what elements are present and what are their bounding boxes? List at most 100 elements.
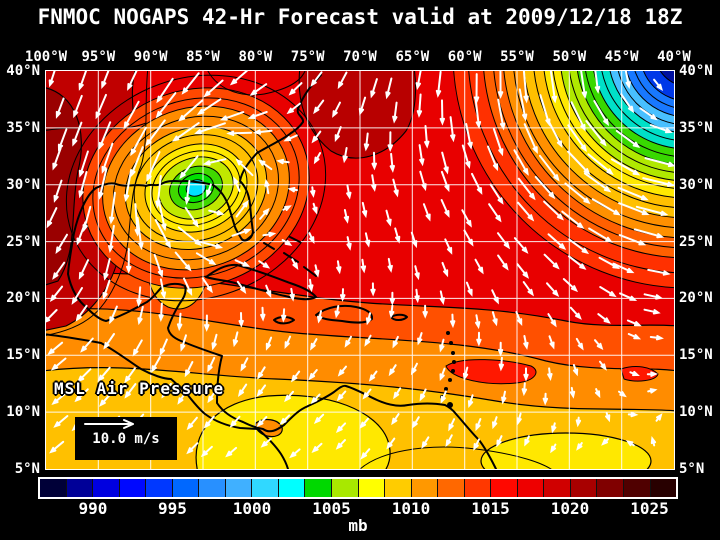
wind-arrow <box>513 149 529 176</box>
wind-arrow <box>53 179 63 203</box>
wind-arrow <box>289 448 301 459</box>
wind-arrow <box>282 205 292 211</box>
lat-tick-label: 10°N <box>6 404 40 421</box>
wind-arrow <box>625 440 635 447</box>
lon-axis-top: 100°W 95°W 90°W 85°W 80°W 75°W 70°W 65°W 60°W 55°… <box>0 49 720 67</box>
lesser-antilles-islands <box>440 331 456 408</box>
colorbar-cell <box>517 479 544 497</box>
wind-arrow <box>262 231 277 238</box>
wind-arrow <box>591 198 621 216</box>
wind-arrow <box>580 71 588 100</box>
wind-arrow <box>159 338 168 357</box>
wind-arrow <box>567 150 591 176</box>
wind-arrow <box>569 306 582 320</box>
wind-arrow <box>543 200 564 221</box>
wind-arrow <box>240 357 249 372</box>
wind-arrow <box>513 237 529 254</box>
wind-arrow <box>414 288 420 304</box>
wind-arrow <box>253 129 273 135</box>
wind-arrow <box>643 293 663 300</box>
colorbar-tick-label: 1015 <box>471 499 510 518</box>
coastline <box>46 74 498 469</box>
wind-arrow <box>310 71 323 87</box>
wind-arrow <box>259 207 270 220</box>
wind-arrow <box>475 418 482 432</box>
wind-arrow <box>332 101 341 118</box>
wind-arrow <box>475 314 481 330</box>
wind-arrow <box>281 239 293 246</box>
wind-arrow <box>370 282 376 297</box>
wind-arrow <box>145 119 166 147</box>
wind-arrow <box>194 122 226 135</box>
wind-arrow <box>635 205 669 216</box>
wind-arrow <box>439 338 445 353</box>
wind-arrow <box>550 443 557 454</box>
wind-arrow <box>517 177 536 201</box>
wind-arrow <box>171 122 200 142</box>
wind-arrow <box>284 335 292 350</box>
wind-arrow <box>159 278 167 300</box>
wind-arrow <box>184 206 199 228</box>
colorbar-tick-label: 1020 <box>550 499 590 518</box>
wind-arrow <box>473 438 480 451</box>
lat-tick-label: 40°N <box>679 63 713 79</box>
colorbar-cell <box>66 479 93 497</box>
wind-arrow <box>391 413 400 426</box>
lat-tick-label: 5°N <box>14 460 40 477</box>
wind-arrow <box>219 111 245 121</box>
wind-arrow <box>310 393 321 405</box>
wind-arrow <box>127 71 138 91</box>
wind-arrow <box>177 389 188 405</box>
wind-arrow <box>612 262 635 274</box>
wind-arrow <box>440 390 447 404</box>
wind-arrow <box>594 71 601 94</box>
wind-arrow <box>157 198 167 232</box>
wind-arrow <box>594 388 601 399</box>
wind-arrow <box>415 71 422 91</box>
wind-arrow <box>186 416 198 431</box>
wind-arrow <box>551 422 557 434</box>
wind-arrow <box>626 319 642 327</box>
lat-axis-right: 40°N 35°N 30°N 25°N 20°N 15°N 10°N 5°N <box>677 0 720 540</box>
colorbar-units: mb <box>348 516 368 535</box>
wind-arrow <box>75 304 88 322</box>
wind-arrow <box>186 442 199 455</box>
wind-arrow <box>471 172 483 195</box>
wind-arrow <box>308 278 314 293</box>
wind-arrow <box>497 341 504 357</box>
wind-arrow <box>593 100 610 127</box>
wind-arrow <box>487 145 499 172</box>
wind-arrow <box>653 78 664 91</box>
wind-arrow <box>523 123 538 154</box>
wind-arrow <box>151 356 161 373</box>
colorbar-cell <box>305 479 332 497</box>
page-title: FNMOC NOGAPS 42-Hr Forecast valid at 200… <box>37 5 683 29</box>
wind-arrow <box>154 219 171 249</box>
wind-arrow <box>276 158 290 165</box>
wind-arrow <box>546 118 563 148</box>
wind-arrow <box>569 386 576 399</box>
wind-arrow <box>394 227 401 244</box>
wind-arrow <box>50 357 67 371</box>
lat-tick-label: 15°N <box>6 347 40 364</box>
wind-arrow <box>463 229 474 247</box>
wind-arrow <box>517 201 535 222</box>
wind-arrow <box>618 234 647 246</box>
wind-arrow <box>232 331 239 348</box>
wind-arrow <box>260 437 272 448</box>
lon-tick-label: 85°W <box>186 49 220 65</box>
wind-arrow <box>72 121 83 147</box>
wind-arrow <box>74 388 89 403</box>
wind-arrow <box>561 210 585 229</box>
colorbar-cell <box>597 479 624 497</box>
wind-arrow <box>102 279 111 301</box>
wind-arrow <box>575 337 584 351</box>
wind-arrow <box>439 367 446 382</box>
wind-arrow <box>291 258 299 270</box>
colorbar-cell <box>570 479 597 497</box>
wind-arrow <box>461 209 472 228</box>
isobar-contours <box>46 71 552 469</box>
wind-arrow <box>289 287 295 302</box>
wind-arrow <box>424 125 430 149</box>
colorbar-cell <box>172 479 199 497</box>
